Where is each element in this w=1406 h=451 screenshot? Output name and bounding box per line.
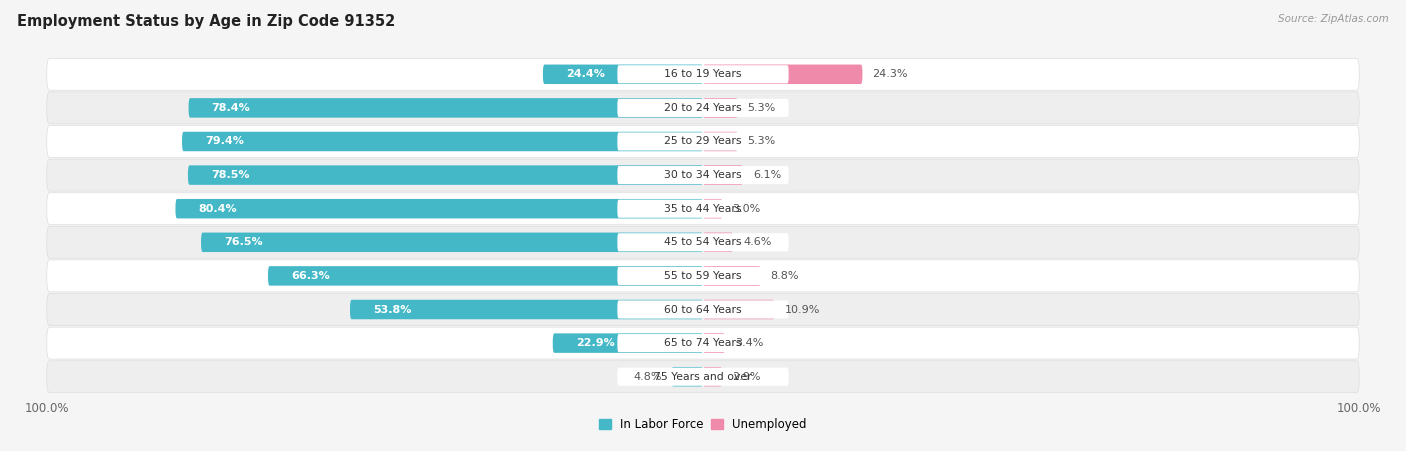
FancyBboxPatch shape: [703, 266, 761, 285]
FancyBboxPatch shape: [46, 294, 1360, 326]
Text: 4.6%: 4.6%: [742, 237, 772, 247]
FancyBboxPatch shape: [188, 98, 703, 118]
FancyBboxPatch shape: [46, 193, 1360, 225]
FancyBboxPatch shape: [617, 133, 789, 151]
FancyBboxPatch shape: [703, 132, 738, 151]
FancyBboxPatch shape: [617, 166, 789, 184]
Text: 4.8%: 4.8%: [633, 372, 662, 382]
FancyBboxPatch shape: [176, 199, 703, 218]
FancyBboxPatch shape: [553, 333, 703, 353]
FancyBboxPatch shape: [46, 159, 1360, 191]
Text: 5.3%: 5.3%: [748, 137, 776, 147]
FancyBboxPatch shape: [181, 132, 703, 151]
FancyBboxPatch shape: [46, 226, 1360, 258]
FancyBboxPatch shape: [543, 64, 703, 84]
FancyBboxPatch shape: [703, 333, 725, 353]
Text: 55 to 59 Years: 55 to 59 Years: [664, 271, 742, 281]
Text: Employment Status by Age in Zip Code 91352: Employment Status by Age in Zip Code 913…: [17, 14, 395, 28]
Text: 53.8%: 53.8%: [373, 304, 412, 314]
Text: 66.3%: 66.3%: [291, 271, 329, 281]
Text: 5.3%: 5.3%: [748, 103, 776, 113]
Text: Source: ZipAtlas.com: Source: ZipAtlas.com: [1278, 14, 1389, 23]
Text: 78.4%: 78.4%: [211, 103, 250, 113]
Text: 30 to 34 Years: 30 to 34 Years: [664, 170, 742, 180]
Text: 3.4%: 3.4%: [735, 338, 763, 348]
Text: 3.0%: 3.0%: [733, 204, 761, 214]
FancyBboxPatch shape: [617, 368, 789, 386]
Text: 60 to 64 Years: 60 to 64 Years: [664, 304, 742, 314]
FancyBboxPatch shape: [703, 367, 723, 387]
FancyBboxPatch shape: [617, 99, 789, 117]
Text: 45 to 54 Years: 45 to 54 Years: [664, 237, 742, 247]
FancyBboxPatch shape: [617, 300, 789, 318]
FancyBboxPatch shape: [269, 266, 703, 285]
FancyBboxPatch shape: [703, 166, 742, 185]
FancyBboxPatch shape: [46, 92, 1360, 124]
FancyBboxPatch shape: [46, 58, 1360, 90]
FancyBboxPatch shape: [672, 367, 703, 387]
FancyBboxPatch shape: [350, 300, 703, 319]
Text: 20 to 24 Years: 20 to 24 Years: [664, 103, 742, 113]
Text: 6.1%: 6.1%: [752, 170, 782, 180]
FancyBboxPatch shape: [703, 64, 862, 84]
FancyBboxPatch shape: [46, 125, 1360, 157]
FancyBboxPatch shape: [703, 300, 775, 319]
Text: 25 to 29 Years: 25 to 29 Years: [664, 137, 742, 147]
FancyBboxPatch shape: [46, 327, 1360, 359]
FancyBboxPatch shape: [703, 233, 733, 252]
Text: 24.3%: 24.3%: [872, 69, 908, 79]
Text: 2.9%: 2.9%: [733, 372, 761, 382]
Text: 79.4%: 79.4%: [205, 137, 243, 147]
FancyBboxPatch shape: [201, 233, 703, 252]
FancyBboxPatch shape: [188, 166, 703, 185]
Text: 22.9%: 22.9%: [575, 338, 614, 348]
FancyBboxPatch shape: [617, 334, 789, 352]
FancyBboxPatch shape: [46, 361, 1360, 393]
FancyBboxPatch shape: [617, 233, 789, 251]
Text: 10.9%: 10.9%: [785, 304, 820, 314]
Legend: In Labor Force, Unemployed: In Labor Force, Unemployed: [595, 413, 811, 436]
Text: 8.8%: 8.8%: [770, 271, 799, 281]
FancyBboxPatch shape: [46, 260, 1360, 292]
FancyBboxPatch shape: [703, 199, 723, 218]
FancyBboxPatch shape: [617, 65, 789, 83]
Text: 16 to 19 Years: 16 to 19 Years: [664, 69, 742, 79]
Text: 75 Years and over: 75 Years and over: [654, 372, 752, 382]
Text: 80.4%: 80.4%: [198, 204, 238, 214]
Text: 76.5%: 76.5%: [224, 237, 263, 247]
FancyBboxPatch shape: [703, 98, 738, 118]
Text: 78.5%: 78.5%: [211, 170, 249, 180]
Text: 35 to 44 Years: 35 to 44 Years: [664, 204, 742, 214]
Text: 24.4%: 24.4%: [565, 69, 605, 79]
Text: 65 to 74 Years: 65 to 74 Years: [664, 338, 742, 348]
FancyBboxPatch shape: [617, 267, 789, 285]
FancyBboxPatch shape: [617, 200, 789, 218]
